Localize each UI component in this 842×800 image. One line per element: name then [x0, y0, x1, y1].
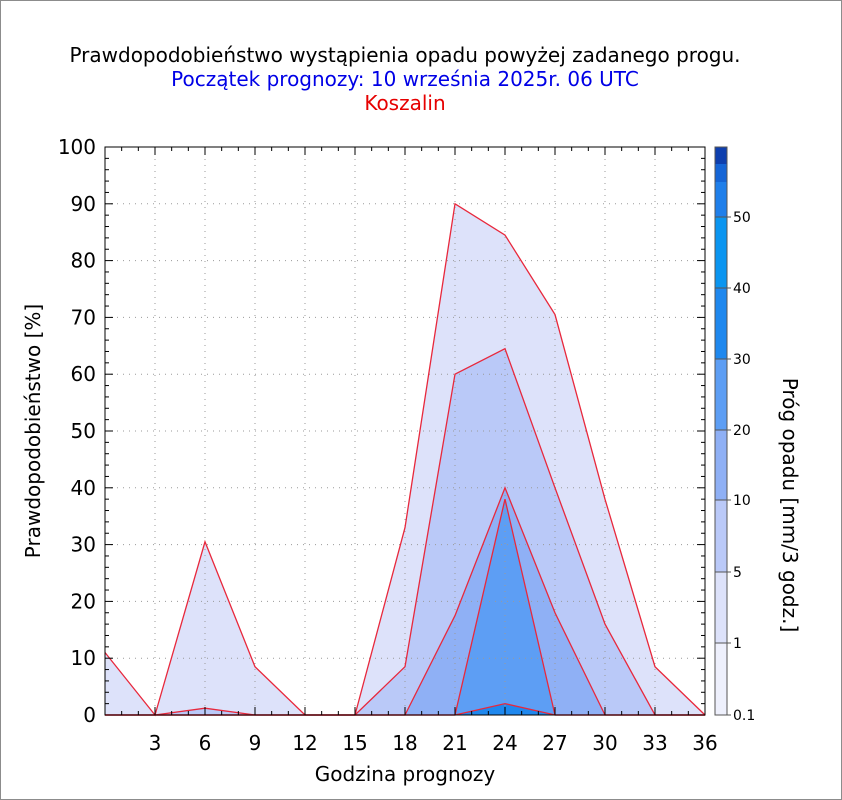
x-axis-title: Godzina prognozy	[315, 762, 496, 786]
x-tick-label: 27	[542, 731, 567, 755]
y-tick-label: 30	[71, 533, 96, 557]
y-tick-label: 100	[58, 135, 96, 159]
colorbar-label: 0.1	[733, 708, 755, 724]
x-tick-label: 18	[392, 731, 417, 755]
y-tick-label: 70	[71, 305, 96, 329]
colorbar-segment	[715, 164, 727, 182]
x-tick-label: 6	[199, 731, 212, 755]
y-tick-label: 90	[71, 192, 96, 216]
y-tick-label: 50	[71, 419, 96, 443]
colorbar-segment	[715, 182, 727, 217]
colorbar-label: 20	[733, 423, 751, 439]
x-tick-label: 30	[592, 731, 617, 755]
y-tick-label: 10	[71, 646, 96, 670]
x-tick-label: 12	[292, 731, 317, 755]
x-tick-label: 21	[442, 731, 467, 755]
chart-location: Koszalin	[364, 91, 446, 115]
y-tick-label: 60	[71, 362, 96, 386]
x-tick-label: 33	[642, 731, 667, 755]
colorbar-segment	[715, 288, 727, 359]
colorbar: 0.1 1 5 10 20 30 40 50	[714, 146, 755, 724]
colorbar-title: Próg opadu [mm/3 godz.]	[778, 378, 802, 633]
x-tick-label: 15	[342, 731, 367, 755]
colorbar-segment	[715, 643, 727, 715]
colorbar-segment	[715, 430, 727, 500]
colorbar-label: 5	[733, 565, 742, 581]
x-tick-label: 3	[149, 731, 162, 755]
colorbar-label: 10	[733, 493, 751, 509]
chart-subtitle: Początek prognozy: 10 września 2025r. 06…	[171, 67, 639, 91]
colorbar-label: 30	[733, 352, 751, 368]
series-line-0_1	[104, 202, 706, 717]
grid	[105, 147, 705, 715]
colorbar-segment	[715, 217, 727, 288]
axis-ticks	[104, 146, 706, 716]
chart-title: Prawdopodobieństwo wystąpienia opadu pow…	[69, 43, 741, 67]
colorbar-label: 1	[733, 636, 742, 652]
y-axis-title: Prawdopodobieństwo [%]	[21, 304, 45, 558]
colorbar-label: 50	[733, 210, 751, 226]
x-tick-label: 24	[492, 731, 517, 755]
x-tick-label: 36	[692, 731, 717, 755]
colorbar-segment	[715, 147, 727, 164]
colorbar-segment	[715, 500, 727, 572]
y-tick-label: 80	[71, 249, 96, 273]
x-tick-label: 9	[249, 731, 262, 755]
y-tick-label: 40	[71, 476, 96, 500]
y-tick-label: 0	[83, 703, 96, 727]
colorbar-segment	[715, 359, 727, 430]
y-tick-label: 20	[71, 589, 96, 613]
colorbar-segment	[715, 572, 727, 643]
colorbar-label: 40	[733, 281, 751, 297]
